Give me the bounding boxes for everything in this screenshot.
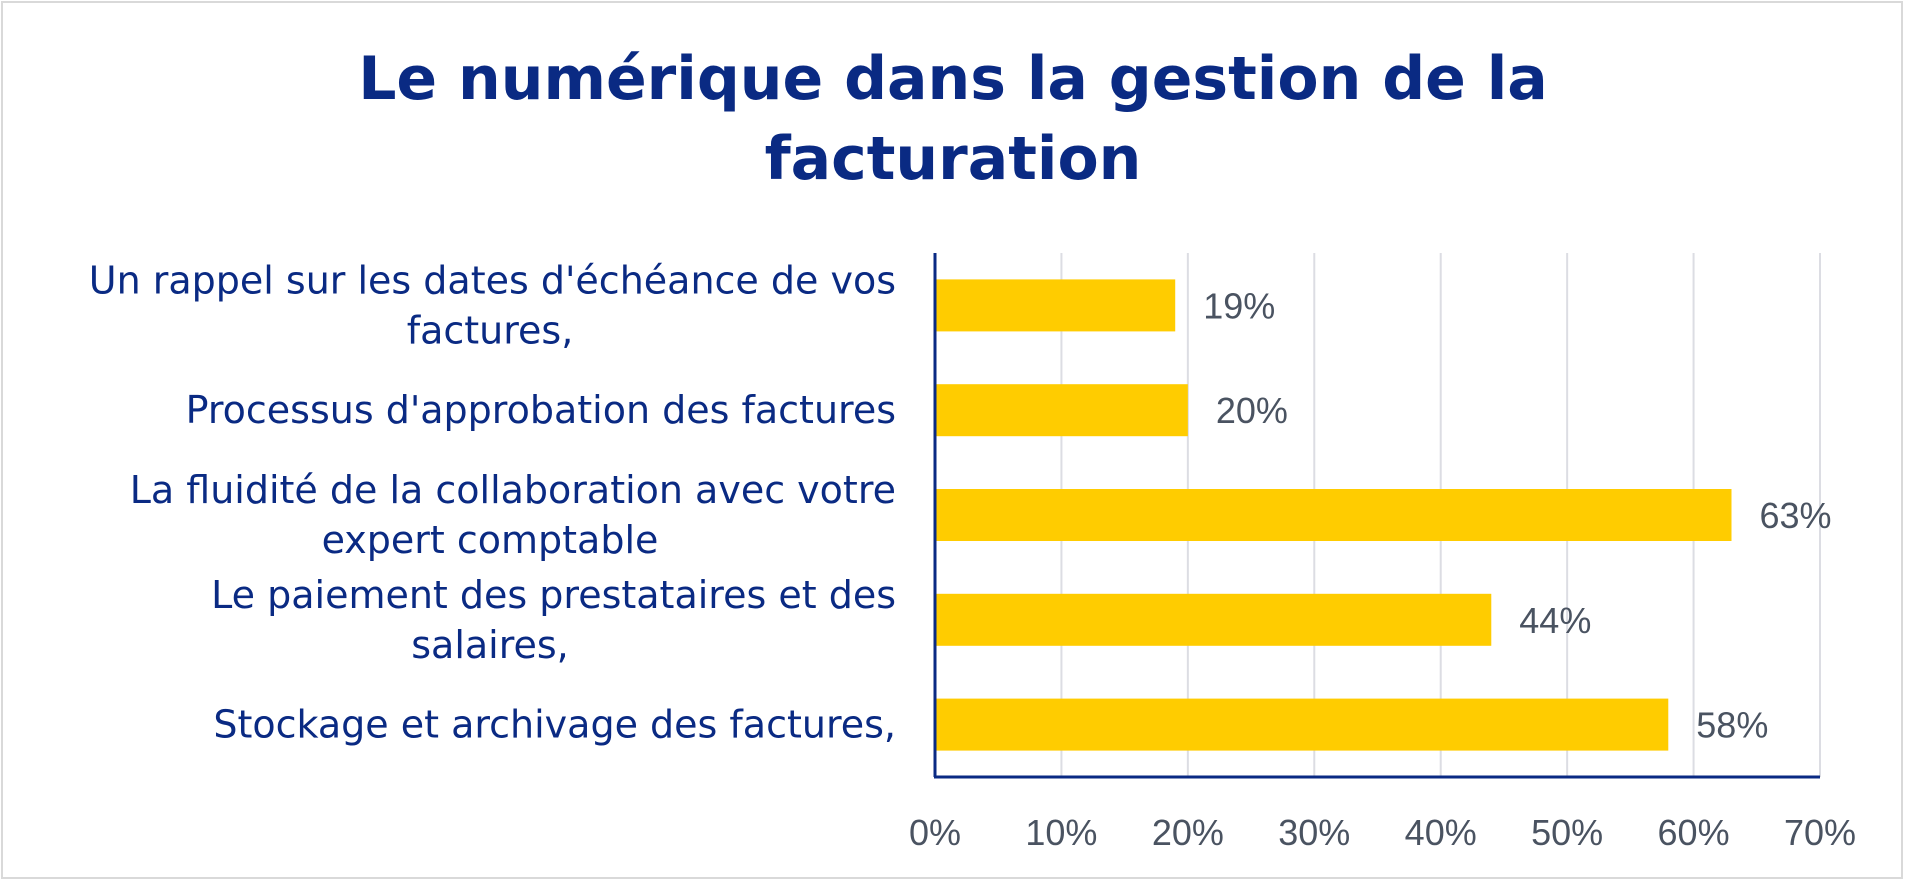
- axes: [933, 253, 1820, 779]
- x-tick-label: 40%: [1405, 812, 1477, 853]
- x-tick-label: 50%: [1531, 812, 1603, 853]
- chart-title-line: Le numérique dans la gestion de la: [358, 44, 1548, 114]
- category-label: Le paiement des prestataires et des: [211, 573, 896, 617]
- bar: [935, 698, 1669, 751]
- bars: [935, 279, 1732, 751]
- value-label: 63%: [1760, 495, 1832, 536]
- chart-svg: Le numérique dans la gestion de la factur…: [89, 44, 1856, 853]
- x-tick-label: 0%: [909, 812, 961, 853]
- x-tick-label: 10%: [1025, 812, 1097, 853]
- category-label: expert comptable: [322, 518, 659, 562]
- value-label: 58%: [1696, 705, 1768, 746]
- chart-title: Le numérique dans la gestion de la factur…: [358, 44, 1548, 194]
- bar: [935, 279, 1176, 332]
- category-label: La fluidité de la collaboration avec vot…: [130, 468, 896, 512]
- value-label: 20%: [1216, 390, 1288, 431]
- x-tick-label: 70%: [1784, 812, 1856, 853]
- category-label: factures,: [407, 308, 574, 352]
- category-label: Processus d'approbation des factures: [186, 388, 896, 432]
- chart-title-line: facturation: [765, 124, 1142, 194]
- bar: [935, 384, 1188, 437]
- x-tick-labels: 0% 10% 20% 30% 40% 50% 60% 70%: [909, 812, 1856, 853]
- x-tick-label: 60%: [1658, 812, 1730, 853]
- category-label: Stockage et archivage des factures,: [213, 703, 896, 747]
- x-tick-label: 30%: [1278, 812, 1350, 853]
- value-label: 19%: [1203, 285, 1275, 326]
- bar: [935, 489, 1732, 541]
- x-tick-label: 20%: [1152, 812, 1224, 853]
- category-label: Un rappel sur les dates d'échéance de vo…: [89, 258, 896, 302]
- bar: [935, 593, 1492, 646]
- value-labels: 19% 20% 63% 44% 58%: [1203, 285, 1831, 745]
- category-label: salaires,: [411, 623, 569, 667]
- category-labels: Un rappel sur les dates d'échéance de vo…: [89, 258, 896, 746]
- value-label: 44%: [1519, 600, 1591, 641]
